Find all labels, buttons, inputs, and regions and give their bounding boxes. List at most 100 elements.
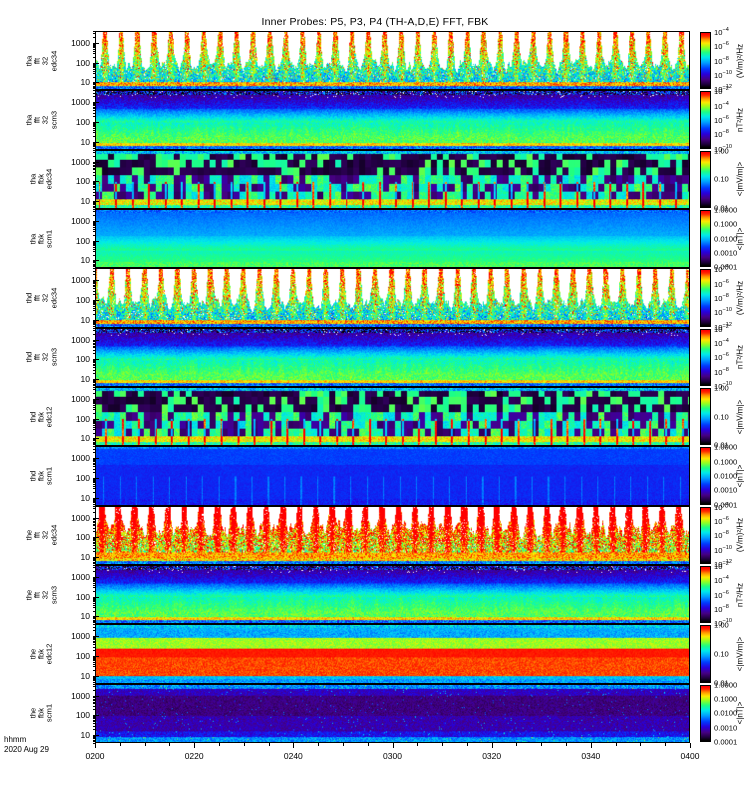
y-minor-tick	[93, 472, 96, 474]
y-minor-tick	[93, 680, 96, 682]
y-minor-tick	[93, 282, 96, 284]
colorbar-tick-label: 10−6	[714, 41, 729, 52]
y-minor-tick	[93, 286, 96, 288]
spectrogram-image-tha-fft-edc34	[96, 32, 689, 90]
y-minor-tick	[93, 132, 96, 134]
x-minor-tick	[665, 743, 667, 746]
colorbar-cb-the-fft-b	[700, 566, 711, 624]
y-minor-tick	[93, 63, 96, 65]
y-tick-label: 1000	[71, 275, 90, 286]
y-minor-tick	[93, 53, 96, 55]
x-minor-tick	[268, 743, 270, 746]
spectrogram-image-thd-fft-edc34	[96, 269, 689, 327]
y-minor-tick	[93, 320, 96, 322]
time-axis-label: hhmm	[4, 735, 27, 744]
y-minor-tick	[93, 310, 96, 312]
y-minor-tick	[93, 481, 96, 483]
colorbar-tick-label: 10−6	[714, 589, 729, 600]
y-minor-tick	[93, 503, 96, 505]
y-minor-tick	[93, 223, 96, 225]
y-minor-tick	[93, 92, 96, 94]
x-tick-mark	[392, 743, 394, 748]
spectrogram-panel-the-fbk-scm1	[95, 683, 690, 743]
y-minor-tick	[93, 620, 96, 622]
y-minor-tick	[93, 567, 96, 569]
panel-label-line: edc34	[45, 168, 55, 190]
y-minor-tick	[93, 622, 96, 624]
x-minor-tick	[417, 743, 419, 746]
y-minor-tick	[93, 127, 96, 129]
x-tick-label: 0200	[85, 751, 105, 761]
x-minor-tick	[119, 743, 121, 746]
y-axis-tha-fbk-scm1: 1000 100 10	[47, 209, 99, 270]
y-tick-mark	[93, 616, 99, 618]
y-minor-tick	[93, 716, 96, 718]
y-minor-tick	[93, 578, 96, 580]
y-minor-tick	[93, 525, 96, 527]
y-minor-tick	[93, 539, 96, 541]
colorbar-cb-tha-fbk-b	[700, 210, 711, 268]
y-tick-mark	[93, 478, 99, 479]
y-minor-tick	[93, 64, 96, 66]
y-minor-tick	[93, 234, 96, 236]
colorbar-tick-label: 0.0010	[714, 248, 738, 258]
x-tick-label: 0320	[482, 751, 502, 761]
colorbar-cb-the-fbk-b	[700, 684, 711, 742]
y-minor-tick	[93, 421, 96, 423]
y-minor-tick	[93, 387, 96, 388]
colorbar-unit-text: nT²/Hz	[735, 582, 745, 607]
y-minor-tick	[93, 498, 96, 500]
y-tick-mark	[93, 636, 99, 638]
y-tick-label: 1000	[71, 690, 90, 701]
y-minor-tick	[93, 637, 96, 639]
y-minor-tick	[93, 243, 96, 245]
y-tick-label: 1000	[71, 215, 90, 226]
colorbar-tick-label: 0.01	[714, 678, 729, 688]
spectrogram-image-tha-fft-scm3	[96, 91, 689, 149]
y-minor-tick	[93, 36, 96, 38]
y-minor-tick	[93, 261, 96, 263]
panel-label-line: scm3	[49, 110, 59, 130]
y-tick-label: 10	[80, 552, 90, 563]
y-minor-tick	[93, 440, 96, 442]
x-minor-tick	[566, 743, 568, 746]
y-minor-tick	[93, 205, 96, 207]
y-tick-label: 100	[75, 117, 90, 127]
y-minor-tick	[93, 165, 96, 167]
y-minor-tick	[93, 452, 96, 454]
y-minor-tick	[93, 385, 96, 387]
x-minor-tick	[218, 743, 220, 746]
y-minor-tick	[93, 666, 96, 668]
y-tick-label: 1000	[71, 97, 90, 108]
colorbar-tick-label: 0.10	[714, 649, 729, 659]
y-minor-tick	[93, 531, 96, 533]
y-minor-tick	[93, 459, 96, 461]
colorbar-tick-label: 0.0010	[714, 723, 738, 733]
y-axis-the-fft-edc34: 1000 100 10	[47, 505, 99, 566]
y-minor-tick	[93, 304, 96, 306]
spectrogram-panel-the-fft-scm3	[95, 565, 690, 625]
y-tick-mark	[93, 418, 99, 420]
colorbar-unit-text: <|nT|>	[735, 227, 745, 251]
colorbar-cb-thd-fbk-e	[700, 388, 711, 446]
y-minor-tick	[93, 155, 96, 157]
y-axis-thd-fbk-scm1: 1000 100 10	[47, 446, 99, 507]
y-tick-label: 10	[80, 611, 90, 622]
y-minor-tick	[93, 110, 96, 112]
panel-label-line: scm1	[45, 466, 55, 486]
y-minor-tick	[93, 149, 96, 151]
y-minor-tick	[93, 604, 96, 606]
y-minor-tick	[93, 129, 96, 131]
colorbar-cb-tha-fbk-e	[700, 150, 711, 208]
colorbar-cb-the-fbk-e	[700, 625, 711, 683]
y-minor-tick	[93, 429, 96, 431]
y-minor-tick	[93, 737, 96, 739]
y-tick-mark	[93, 42, 99, 44]
y-minor-tick	[93, 85, 96, 87]
colorbar-tick-label: 10−4	[714, 575, 729, 586]
y-minor-tick	[93, 482, 96, 484]
y-minor-tick	[93, 439, 96, 441]
y-minor-tick	[93, 284, 96, 286]
y-minor-tick	[93, 103, 96, 105]
y-minor-tick	[93, 505, 96, 507]
